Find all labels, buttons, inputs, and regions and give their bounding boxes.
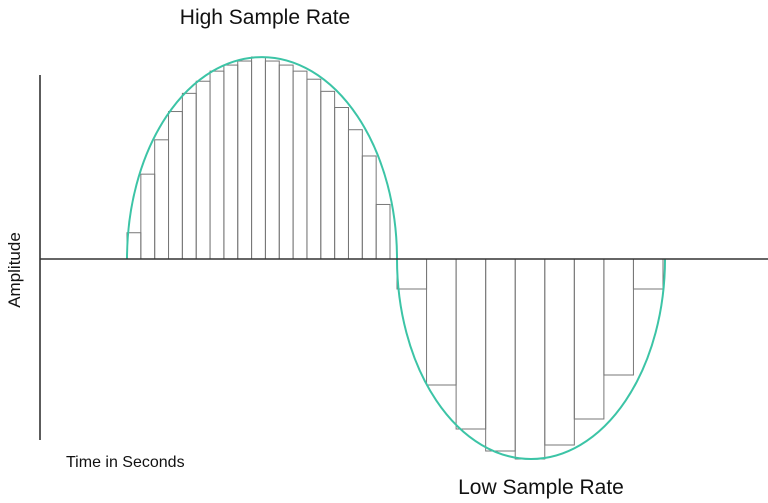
low-rate-bars — [396, 258, 664, 460]
high-rate-sample-bar — [181, 92, 197, 260]
high-rate-sample-bar — [223, 64, 239, 260]
high-rate-sample-bar — [237, 60, 253, 260]
high-rate-sample-bar — [209, 70, 225, 260]
low-rate-sample-bar — [514, 258, 546, 460]
high-rate-sample-bar — [292, 70, 308, 260]
high-rate-sample-bar — [126, 232, 142, 260]
high-rate-bars — [126, 56, 391, 260]
high-rate-sample-bar — [375, 203, 391, 260]
wave-positive-half — [126, 56, 398, 260]
high-rate-sample-bar — [251, 56, 266, 260]
high-rate-sample-bar — [154, 139, 170, 260]
high-sample-rate-label: High Sample Rate — [180, 6, 350, 29]
low-rate-sample-bar — [544, 258, 575, 446]
high-rate-sample-bar — [347, 129, 363, 260]
low-rate-sample-bar — [573, 258, 605, 420]
high-rate-sample-bar — [361, 155, 377, 260]
x-axis-label: Time in Seconds — [66, 454, 185, 471]
low-rate-sample-bar — [632, 258, 664, 290]
low-rate-sample-bar — [485, 258, 516, 452]
low-rate-sample-bar — [426, 258, 457, 386]
low-rate-sample-bar — [455, 258, 487, 430]
wave-negative-half — [396, 258, 666, 460]
high-rate-sample-bar — [306, 78, 322, 260]
low-rate-sample-bar — [603, 258, 634, 376]
low-rate-sample-bar — [396, 258, 428, 290]
high-rate-sample-bar — [264, 60, 280, 260]
high-rate-sample-bar — [320, 90, 336, 260]
low-sample-rate-label: Low Sample Rate — [458, 476, 624, 499]
high-rate-sample-bar — [278, 64, 294, 260]
high-rate-sample-bar — [168, 111, 183, 260]
y-axis-label: Amplitude — [5, 232, 24, 308]
high-rate-sample-bar — [195, 80, 211, 260]
high-rate-sample-bar — [140, 173, 156, 260]
high-rate-sample-bar — [334, 107, 349, 260]
